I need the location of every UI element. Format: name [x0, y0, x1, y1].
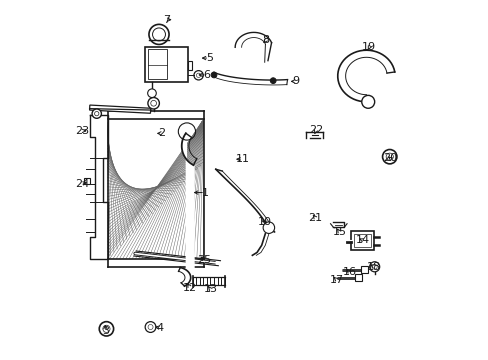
- Circle shape: [152, 28, 165, 41]
- Text: 23: 23: [75, 126, 89, 136]
- Text: 5: 5: [205, 53, 212, 63]
- Bar: [89, 105, 150, 113]
- Circle shape: [361, 95, 374, 108]
- Circle shape: [102, 325, 110, 332]
- Text: 8: 8: [262, 35, 269, 45]
- Text: 9: 9: [292, 76, 299, 86]
- Bar: [351, 231, 373, 250]
- Circle shape: [99, 321, 113, 336]
- Circle shape: [263, 222, 274, 233]
- Circle shape: [148, 324, 153, 329]
- Text: 3: 3: [102, 326, 109, 336]
- Bar: [355, 274, 361, 281]
- Circle shape: [92, 109, 101, 118]
- Circle shape: [101, 323, 112, 334]
- Text: 1: 1: [201, 188, 208, 198]
- Circle shape: [94, 112, 99, 116]
- Circle shape: [194, 71, 203, 80]
- Text: 17: 17: [329, 275, 343, 285]
- Text: 4: 4: [156, 323, 163, 333]
- Circle shape: [270, 78, 276, 84]
- Circle shape: [149, 24, 169, 44]
- Text: 19: 19: [362, 42, 376, 52]
- Circle shape: [369, 262, 379, 272]
- Text: 20: 20: [383, 153, 397, 163]
- Circle shape: [196, 73, 201, 77]
- Text: 18: 18: [366, 262, 381, 272]
- Text: 6: 6: [203, 70, 210, 80]
- Circle shape: [211, 72, 217, 78]
- Bar: [360, 266, 367, 273]
- Circle shape: [147, 98, 159, 109]
- Text: 15: 15: [332, 227, 346, 237]
- Text: 7: 7: [163, 15, 169, 25]
- Bar: [107, 119, 203, 259]
- Text: 11: 11: [236, 154, 249, 164]
- Text: 22: 22: [308, 125, 323, 135]
- Bar: [107, 119, 203, 259]
- Text: 16: 16: [342, 267, 356, 277]
- Bar: [147, 49, 167, 79]
- Text: 10: 10: [258, 217, 272, 227]
- Bar: [353, 234, 371, 247]
- Circle shape: [150, 100, 156, 106]
- Bar: [83, 178, 90, 184]
- Text: 24: 24: [75, 179, 89, 189]
- Bar: [144, 46, 187, 82]
- Text: 2: 2: [158, 129, 165, 138]
- Circle shape: [147, 89, 156, 98]
- Text: 13: 13: [203, 284, 217, 294]
- Text: 12: 12: [183, 283, 197, 293]
- Text: 21: 21: [308, 213, 322, 223]
- Bar: [187, 61, 192, 70]
- Circle shape: [371, 264, 376, 269]
- Circle shape: [382, 149, 396, 164]
- Text: 14: 14: [355, 235, 369, 245]
- Circle shape: [145, 321, 156, 332]
- Text: 25: 25: [197, 255, 211, 265]
- Circle shape: [386, 153, 392, 160]
